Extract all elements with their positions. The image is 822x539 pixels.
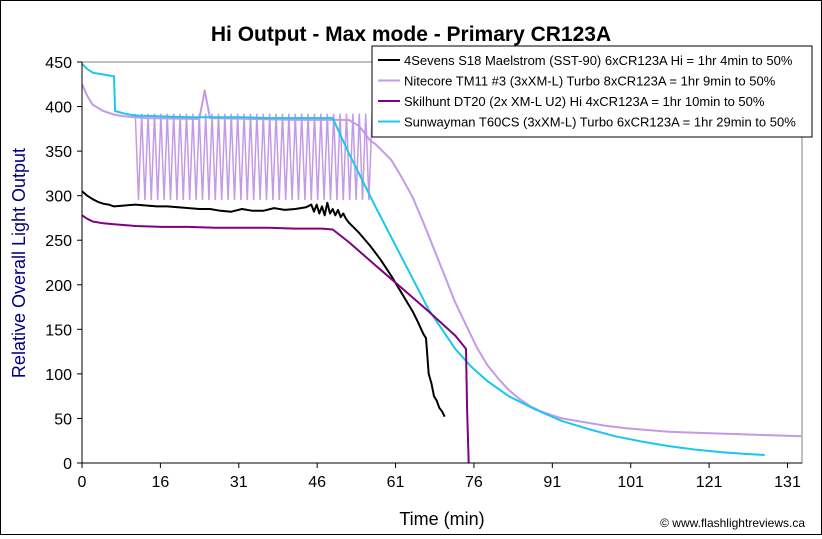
x-tick-label: 16 (151, 474, 169, 491)
x-tick-label: 76 (465, 474, 483, 491)
legend-label: Skilhunt DT20 (2x XM-L U2) Hi 4xCR123A =… (404, 94, 765, 109)
series-layer (81, 63, 803, 464)
x-tick-label: 131 (774, 474, 801, 491)
series-1-oscillation (134, 113, 373, 201)
legend-item-1: Nitecore TM11 #3 (3xXM-L) Turbo 8xCR123A… (378, 74, 776, 89)
y-axis-label: Relative Overall Light Output (9, 148, 29, 378)
series-2 (81, 214, 470, 464)
x-tick-label: 91 (543, 474, 561, 491)
legend-item-0: 4Sevens S18 Maelstrom (SST-90) 6xCR123A … (378, 53, 793, 68)
legend-label: Nitecore TM11 #3 (3xXM-L) Turbo 8xCR123A… (404, 74, 776, 89)
series-0 (81, 190, 446, 418)
series-0-line (81, 190, 446, 418)
x-tick-label: 46 (308, 474, 326, 491)
y-tick-label: 50 (54, 411, 72, 428)
y-tick-label: 0 (63, 456, 72, 473)
legend-item-2: Skilhunt DT20 (2x XM-L U2) Hi 4xCR123A =… (378, 94, 765, 109)
x-tick-label: 101 (617, 474, 644, 491)
series-1-line (81, 83, 803, 438)
y-tick-label: 300 (45, 189, 72, 206)
legend-box (371, 45, 813, 138)
series-3 (81, 63, 765, 456)
x-tick-label: 121 (696, 474, 723, 491)
chart-title: Hi Output - Max mode - Primary CR123A (211, 23, 611, 46)
series-1 (81, 83, 803, 438)
legend-label: Sunwayman T60CS (3xXM-L) Turbo 6xCR123A … (404, 115, 796, 130)
legend-item-3: Sunwayman T60CS (3xXM-L) Turbo 6xCR123A … (378, 115, 796, 130)
y-tick-label: 400 (45, 100, 72, 117)
x-tick-label: 0 (78, 474, 87, 491)
x-axis-label: Time (min) (399, 509, 484, 529)
x-tick-label: 61 (387, 474, 405, 491)
y-tick-label: 150 (45, 322, 72, 339)
y-tick-label: 350 (45, 144, 72, 161)
y-tick-label: 250 (45, 233, 72, 250)
series-2-line (81, 214, 470, 464)
credit-text: © www.flashlightreviews.ca (660, 516, 805, 530)
legend-label: 4Sevens S18 Maelstrom (SST-90) 6xCR123A … (404, 53, 793, 68)
y-tick-label: 200 (45, 278, 72, 295)
series-3-line (81, 63, 765, 456)
axis-layer: 0 50 100 150 200 250 300 350 400 450 0 16 31 46 61 76 91… (45, 55, 802, 491)
legend: 4Sevens S18 Maelstrom (SST-90) 6xCR123A … (371, 45, 813, 138)
y-tick-label: 450 (45, 55, 72, 72)
x-tick-label: 31 (230, 474, 248, 491)
y-tick-label: 100 (45, 367, 72, 384)
